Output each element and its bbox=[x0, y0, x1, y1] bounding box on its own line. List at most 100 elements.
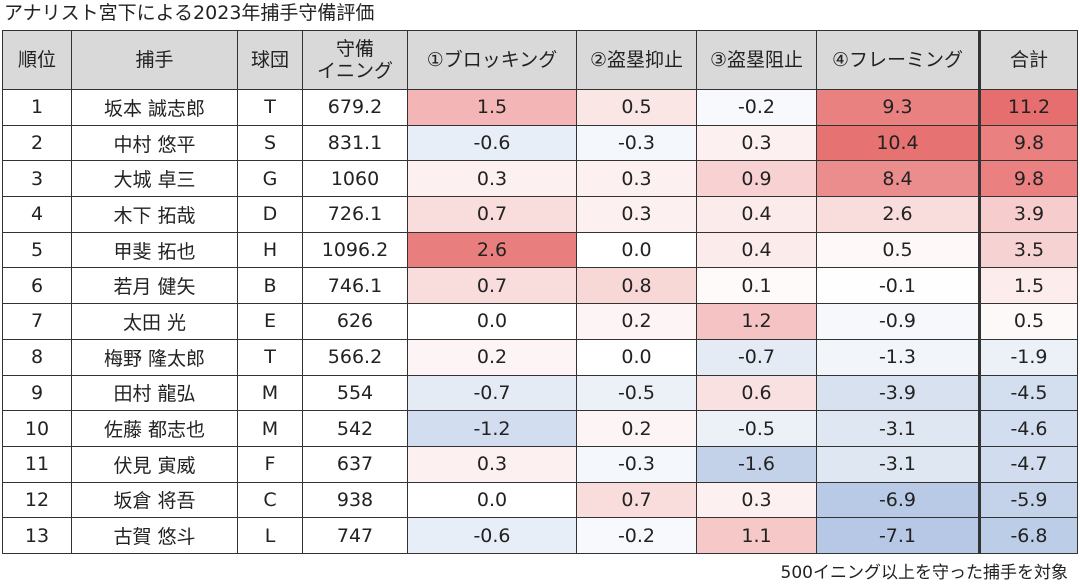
rank-cell: 6 bbox=[2, 267, 72, 305]
catcher-name-cell: 木下 拓哉 bbox=[71, 196, 238, 233]
rank-cell: 7 bbox=[2, 303, 72, 340]
framing-cell: 10.4 bbox=[816, 124, 980, 162]
steal-prevention-cell: 1.2 bbox=[696, 303, 817, 340]
catcher-name-cell: 伏見 寅威 bbox=[71, 445, 238, 483]
rank-cell: 9 bbox=[2, 374, 72, 412]
framing-cell: -3.9 bbox=[816, 374, 980, 412]
catcher-name-cell: 中村 悠平 bbox=[71, 124, 238, 162]
team-cell: T bbox=[237, 89, 303, 126]
table-title: アナリスト宮下による2023年捕手守備評価 bbox=[4, 2, 375, 24]
steal-deterrence-cell: -0.2 bbox=[576, 517, 697, 554]
steal-deterrence-cell: 0.8 bbox=[576, 267, 697, 305]
header-steal-prevention: ③盗塁阻止 bbox=[696, 30, 817, 90]
framing-cell: 0.5 bbox=[816, 231, 980, 269]
framing-cell: -0.9 bbox=[816, 303, 980, 340]
rank-cell: 12 bbox=[2, 481, 72, 519]
innings-cell: 1096.2 bbox=[302, 231, 408, 269]
total-cell: 3.9 bbox=[978, 196, 1078, 233]
catcher-defense-table: 順位 捕手 球団 守備 イニング ①ブロッキング ②盗塁抑止 ③盗塁阻止 ④フレー… bbox=[2, 30, 1078, 554]
total-cell: -6.8 bbox=[978, 517, 1078, 554]
framing-cell: -3.1 bbox=[816, 445, 980, 483]
team-cell: E bbox=[237, 303, 303, 340]
innings-cell: 726.1 bbox=[302, 196, 408, 233]
catcher-name-cell: 梅野 隆太郎 bbox=[71, 338, 238, 376]
steal-prevention-cell: 1.1 bbox=[696, 517, 817, 554]
footnote: 500イニング以上を守った捕手を対象 bbox=[780, 563, 1068, 583]
rank-cell: 5 bbox=[2, 231, 72, 269]
blocking-cell: 0.0 bbox=[407, 303, 577, 340]
innings-cell: 831.1 bbox=[302, 124, 408, 162]
blocking-cell: 0.3 bbox=[407, 445, 577, 483]
rank-cell: 8 bbox=[2, 338, 72, 376]
innings-cell: 626 bbox=[302, 303, 408, 340]
framing-cell: -0.1 bbox=[816, 267, 980, 305]
table-row: 5 甲斐 拓也 H 1096.2 2.6 0.0 0.4 0.5 3.5 bbox=[2, 231, 1078, 269]
steal-deterrence-cell: 0.7 bbox=[576, 481, 697, 519]
steal-deterrence-cell: 0.0 bbox=[576, 231, 697, 269]
rank-cell: 3 bbox=[2, 160, 72, 198]
header-innings: 守備 イニング bbox=[302, 30, 408, 90]
catcher-name-cell: 大城 卓三 bbox=[71, 160, 238, 198]
table-row: 3 大城 卓三 G 1060 0.3 0.3 0.9 8.4 9.8 bbox=[2, 160, 1078, 198]
blocking-cell: 0.7 bbox=[407, 196, 577, 233]
steal-deterrence-cell: 0.2 bbox=[576, 410, 697, 447]
blocking-cell: 0.7 bbox=[407, 267, 577, 305]
total-cell: 11.2 bbox=[978, 89, 1078, 126]
table-row: 1 坂本 誠志郎 T 679.2 1.5 0.5 -0.2 9.3 11.2 bbox=[2, 89, 1078, 126]
total-cell: 1.5 bbox=[978, 267, 1078, 305]
team-cell: S bbox=[237, 124, 303, 162]
blocking-cell: -0.7 bbox=[407, 374, 577, 412]
blocking-cell: -0.6 bbox=[407, 517, 577, 554]
table-row: 2 中村 悠平 S 831.1 -0.6 -0.3 0.3 10.4 9.8 bbox=[2, 124, 1078, 162]
steal-deterrence-cell: 0.5 bbox=[576, 89, 697, 126]
team-cell: B bbox=[237, 267, 303, 305]
header-rank: 順位 bbox=[2, 30, 72, 90]
steal-prevention-cell: -0.5 bbox=[696, 410, 817, 447]
steal-prevention-cell: -1.6 bbox=[696, 445, 817, 483]
total-cell: 3.5 bbox=[978, 231, 1078, 269]
table-row: 11 伏見 寅威 F 637 0.3 -0.3 -1.6 -3.1 -4.7 bbox=[2, 445, 1078, 483]
innings-cell: 938 bbox=[302, 481, 408, 519]
steal-prevention-cell: -0.2 bbox=[696, 89, 817, 126]
header-blocking: ①ブロッキング bbox=[407, 30, 577, 90]
catcher-name-cell: 坂倉 将吾 bbox=[71, 481, 238, 519]
total-cell: 9.8 bbox=[978, 160, 1078, 198]
total-cell: -4.7 bbox=[978, 445, 1078, 483]
total-cell: -5.9 bbox=[978, 481, 1078, 519]
team-cell: H bbox=[237, 231, 303, 269]
table-row: 13 古賀 悠斗 L 747 -0.6 -0.2 1.1 -7.1 -6.8 bbox=[2, 517, 1078, 554]
framing-cell: -3.1 bbox=[816, 410, 980, 447]
team-cell: M bbox=[237, 374, 303, 412]
header-team: 球団 bbox=[237, 30, 303, 90]
team-cell: G bbox=[237, 160, 303, 198]
catcher-name-cell: 古賀 悠斗 bbox=[71, 517, 238, 554]
innings-cell: 554 bbox=[302, 374, 408, 412]
steal-prevention-cell: 0.6 bbox=[696, 374, 817, 412]
catcher-name-cell: 甲斐 拓也 bbox=[71, 231, 238, 269]
blocking-cell: -1.2 bbox=[407, 410, 577, 447]
team-cell: M bbox=[237, 410, 303, 447]
total-cell: -1.9 bbox=[978, 338, 1078, 376]
table-row: 8 梅野 隆太郎 T 566.2 0.2 0.0 -0.7 -1.3 -1.9 bbox=[2, 338, 1078, 376]
steal-deterrence-cell: -0.5 bbox=[576, 374, 697, 412]
framing-cell: -7.1 bbox=[816, 517, 980, 554]
table-row: 7 太田 光 E 626 0.0 0.2 1.2 -0.9 0.5 bbox=[2, 303, 1078, 340]
steal-deterrence-cell: 0.2 bbox=[576, 303, 697, 340]
steal-prevention-cell: 0.4 bbox=[696, 231, 817, 269]
blocking-cell: 0.0 bbox=[407, 481, 577, 519]
catcher-name-cell: 太田 光 bbox=[71, 303, 238, 340]
table-row: 4 木下 拓哉 D 726.1 0.7 0.3 0.4 2.6 3.9 bbox=[2, 196, 1078, 233]
header-catcher: 捕手 bbox=[71, 30, 238, 90]
steal-prevention-cell: 0.3 bbox=[696, 481, 817, 519]
table-row: 9 田村 龍弘 M 554 -0.7 -0.5 0.6 -3.9 -4.5 bbox=[2, 374, 1078, 412]
steal-deterrence-cell: -0.3 bbox=[576, 124, 697, 162]
innings-cell: 566.2 bbox=[302, 338, 408, 376]
rank-cell: 11 bbox=[2, 445, 72, 483]
catcher-name-cell: 田村 龍弘 bbox=[71, 374, 238, 412]
steal-deterrence-cell: 0.3 bbox=[576, 196, 697, 233]
steal-prevention-cell: 0.4 bbox=[696, 196, 817, 233]
header-innings-line1: 守備 bbox=[335, 38, 374, 60]
steal-deterrence-cell: -0.3 bbox=[576, 445, 697, 483]
catcher-name-cell: 坂本 誠志郎 bbox=[71, 89, 238, 126]
blocking-cell: 1.5 bbox=[407, 89, 577, 126]
